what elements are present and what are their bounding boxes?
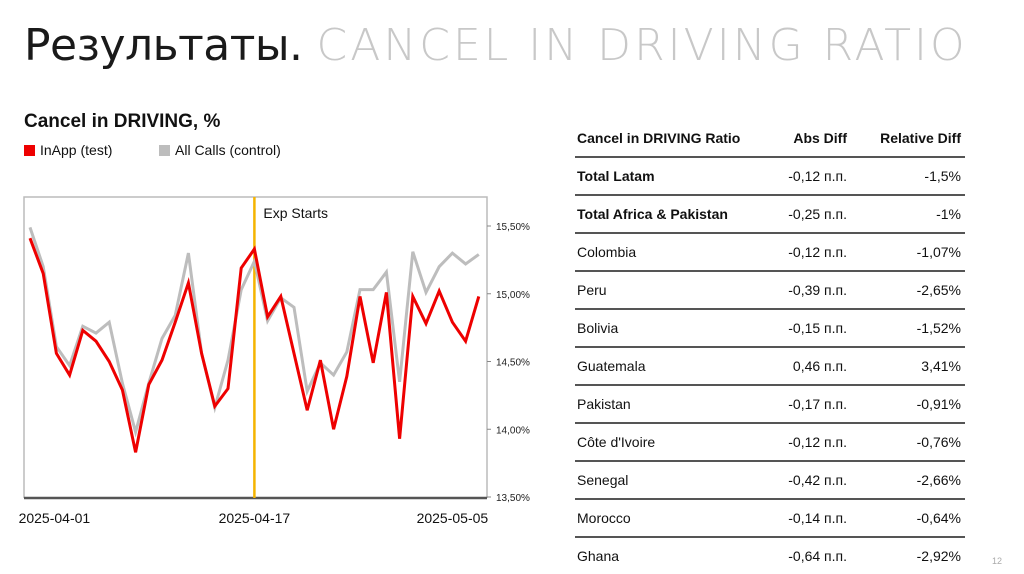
row-country: Senegal: [577, 472, 629, 488]
series-line-control: [28, 226, 480, 438]
row-relative-diff: -1,07%: [916, 244, 961, 260]
row-abs-diff: 0,46 п.п.: [792, 358, 847, 374]
series-line-test: [28, 237, 481, 453]
row-country: Pakistan: [577, 396, 631, 412]
exp-start-label: Exp Starts: [263, 205, 328, 221]
table-row: Pakistan -0,17 п.п. -0,91%: [575, 386, 965, 424]
row-country: Guatemala: [577, 358, 646, 374]
table-row: Peru -0,39 п.п. -2,65%: [575, 272, 965, 310]
header-relative-diff: Relative Diff: [880, 130, 961, 146]
y-tick-label: 13,50%: [496, 493, 530, 504]
row-country: Total Africa & Pakistan: [577, 206, 728, 222]
legend-swatch-gray: [159, 144, 170, 156]
table-row: Total Africa & Pakistan -0,25 п.п. -1%: [575, 196, 965, 234]
table-row: Guatemala 0,46 п.п. 3,41%: [575, 348, 965, 386]
table-row: Colombia -0,12 п.п. -1,07%: [575, 234, 965, 272]
table-row: Ghana -0,64 п.п. -2,92%: [575, 538, 965, 574]
row-relative-diff: -2,66%: [916, 472, 961, 488]
row-abs-diff: -0,12 п.п.: [788, 434, 847, 450]
x-tick-label: 2025-04-17: [219, 510, 291, 526]
legend-item-control: All Calls (control): [159, 142, 281, 158]
slide-title-main: Результаты.: [24, 20, 303, 71]
row-relative-diff: -1,52%: [916, 320, 961, 336]
table-row: Côte d'Ivoire -0,12 п.п. -0,76%: [575, 424, 965, 462]
row-country: Peru: [577, 282, 607, 298]
results-table: Cancel in DRIVING Ratio Abs Diff Relativ…: [575, 120, 965, 574]
chart-title: Cancel in DRIVING, %: [24, 111, 221, 132]
row-country: Morocco: [577, 510, 631, 526]
table-row: Bolivia -0,15 п.п. -1,52%: [575, 310, 965, 348]
legend-label: All Calls (control): [175, 142, 281, 158]
y-tick-label: 14,00%: [496, 425, 530, 436]
row-abs-diff: -0,17 п.п.: [788, 396, 847, 412]
row-relative-diff: 3,41%: [921, 358, 961, 374]
row-country: Colombia: [577, 244, 637, 260]
slide-title-sub: CANCEL IN DRIVING RATIO: [316, 20, 968, 71]
row-relative-diff: -1,5%: [924, 168, 961, 184]
y-tick-label: 15,00%: [496, 290, 530, 301]
legend-item-test: InApp (test): [24, 142, 112, 158]
row-abs-diff: -0,64 п.п.: [788, 548, 847, 564]
slide-title: Результаты. CANCEL IN DRIVING RATIO: [24, 20, 968, 71]
table-row: Total Latam -0,12 п.п. -1,5%: [575, 158, 965, 196]
header-abs-diff: Abs Diff: [793, 130, 847, 146]
header-country: Cancel in DRIVING Ratio: [577, 130, 741, 146]
y-tick-label: 14,50%: [496, 358, 530, 369]
row-relative-diff: -0,76%: [916, 434, 961, 450]
row-country: Côte d'Ivoire: [577, 434, 656, 450]
row-abs-diff: -0,15 п.п.: [788, 320, 847, 336]
row-relative-diff: -2,92%: [916, 548, 961, 564]
row-abs-diff: -0,42 п.п.: [788, 472, 847, 488]
y-tick-label: 15,50%: [496, 222, 530, 233]
table-row: Morocco -0,14 п.п. -0,64%: [575, 500, 965, 538]
table-row: Senegal -0,42 п.п. -2,66%: [575, 462, 965, 500]
x-tick-label: 2025-04-01: [19, 510, 91, 526]
table-header: Cancel in DRIVING Ratio Abs Diff Relativ…: [575, 120, 965, 158]
page-number: 12: [991, 556, 1002, 566]
row-country: Ghana: [577, 548, 620, 564]
row-country: Bolivia: [577, 320, 619, 336]
row-country: Total Latam: [577, 168, 655, 184]
row-abs-diff: -0,39 п.п.: [788, 282, 847, 298]
row-abs-diff: -0,12 п.п.: [788, 168, 847, 184]
x-tick-label: 2025-05-05: [417, 510, 489, 526]
legend-swatch-red: [24, 144, 35, 156]
row-relative-diff: -0,91%: [916, 396, 961, 412]
legend-label: InApp (test): [40, 142, 113, 158]
row-abs-diff: -0,14 п.п.: [788, 510, 847, 526]
row-abs-diff: -0,12 п.п.: [788, 244, 847, 260]
row-abs-diff: -0,25 п.п.: [788, 206, 847, 222]
row-relative-diff: -0,64%: [916, 510, 961, 526]
row-relative-diff: -2,65%: [916, 282, 961, 298]
row-relative-diff: -1%: [936, 206, 961, 222]
